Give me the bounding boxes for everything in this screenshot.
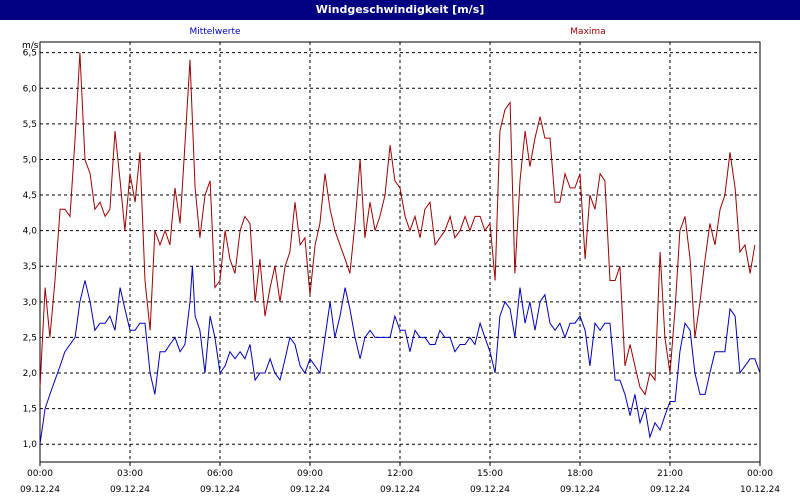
x-tick-label-time: 15:00 <box>477 469 503 479</box>
y-tick-label: 3,0 <box>23 298 38 308</box>
x-tick-label-date: 09.12.24 <box>650 485 690 495</box>
y-tick-label: 1,5 <box>23 405 37 415</box>
x-tick-label-time: 00:00 <box>747 469 773 479</box>
series-line-mittelwerte <box>39 266 761 445</box>
y-tick-label: 2,5 <box>23 333 37 343</box>
y-tick-label: 1,0 <box>23 440 38 450</box>
x-tick-label-time: 18:00 <box>567 469 593 479</box>
x-tick-label-time: 12:00 <box>387 469 413 479</box>
y-tick-label: 2,0 <box>23 369 38 379</box>
x-tick-label-date: 09.12.24 <box>20 485 60 495</box>
legend-maxima: Maxima <box>570 27 605 37</box>
y-tick-label: 6,0 <box>23 84 38 94</box>
y-tick-label: 4,0 <box>23 227 38 237</box>
y-tick-label: 5,0 <box>23 155 38 165</box>
chart-title: Windgeschwindigkeit [m/s] <box>0 0 800 20</box>
x-tick-label-date: 09.12.24 <box>560 485 600 495</box>
x-tick-label-date: 09.12.24 <box>290 485 330 495</box>
y-axis-label: m/s <box>22 41 39 51</box>
y-tick-label: 3,5 <box>23 262 37 272</box>
y-tick-label: 4,5 <box>23 191 37 201</box>
x-tick-label-time: 00:00 <box>27 469 53 479</box>
series-line-maxima <box>39 52 756 396</box>
x-tick-label-time: 21:00 <box>657 469 683 479</box>
x-tick-label-time: 09:00 <box>297 469 323 479</box>
x-tick-label-date: 10.12.24 <box>740 485 780 495</box>
x-tick-label-date: 09.12.24 <box>110 485 150 495</box>
x-tick-label-date: 09.12.24 <box>200 485 240 495</box>
x-tick-label-date: 09.12.24 <box>380 485 420 495</box>
x-tick-label-date: 09.12.24 <box>470 485 510 495</box>
y-tick-label: 6,5 <box>23 49 37 59</box>
y-tick-label: 5,5 <box>23 120 37 130</box>
x-tick-label-time: 03:00 <box>117 469 143 479</box>
x-tick-label-time: 06:00 <box>207 469 233 479</box>
legend-mittelwerte: Mittelwerte <box>189 27 240 37</box>
